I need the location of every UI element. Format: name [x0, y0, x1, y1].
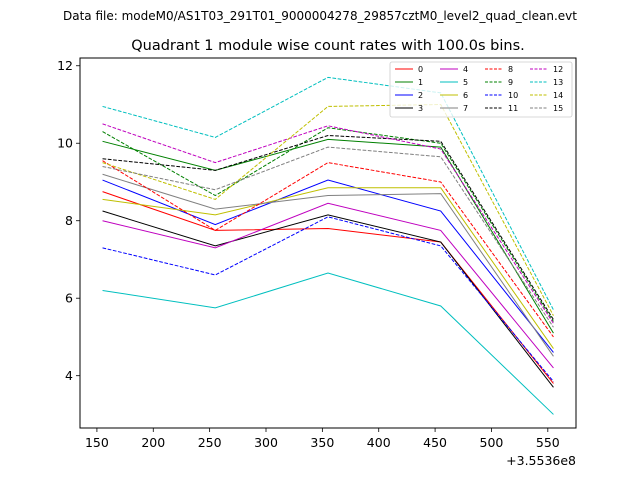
- x-tick-label: 200: [141, 435, 165, 450]
- x-tick-label: 550: [536, 435, 560, 450]
- y-tick-label: 10: [57, 136, 73, 151]
- y-tick-label: 12: [57, 58, 73, 73]
- y-tick-label: 8: [65, 213, 73, 228]
- x-tick-label: 450: [423, 435, 447, 450]
- x-tick-label: 500: [480, 435, 504, 450]
- series-line-10: [102, 216, 554, 382]
- legend-label-4: 4: [463, 65, 468, 74]
- plot-area-frame: [79, 57, 577, 429]
- legend-label-13: 13: [553, 78, 563, 87]
- series-line-8: [102, 160, 554, 338]
- y-axis: 4 6 8 10 12: [57, 58, 80, 383]
- x-tick-label: 350: [310, 435, 334, 450]
- series-line-0: [102, 191, 554, 384]
- legend-label-9: 9: [508, 78, 513, 87]
- legend-label-12: 12: [553, 65, 563, 74]
- legend-label-3: 3: [418, 104, 423, 113]
- legend-label-10: 10: [508, 91, 518, 100]
- y-tick-label: 4: [65, 368, 73, 383]
- series-line-9: [102, 127, 554, 322]
- series-line-14: [102, 103, 554, 316]
- legend-label-11: 11: [508, 104, 518, 113]
- series-line-4: [102, 202, 554, 369]
- legend-label-8: 8: [508, 65, 513, 74]
- legend-label-14: 14: [553, 91, 563, 100]
- legend-label-1: 1: [418, 78, 423, 87]
- series-line-3: [102, 210, 554, 388]
- legend-label-7: 7: [463, 104, 468, 113]
- x-tick-label: 400: [367, 435, 391, 450]
- legend-label-0: 0: [418, 65, 423, 74]
- x-tick-label: 250: [198, 435, 222, 450]
- legend-label-15: 15: [553, 104, 563, 113]
- series-layer: [102, 76, 554, 415]
- series-line-6: [102, 187, 554, 349]
- chart-title: Quadrant 1 module wise count rates with …: [131, 38, 525, 54]
- y-tick-label: 6: [65, 291, 73, 306]
- x-tick-label: 150: [85, 435, 109, 450]
- series-line-13: [102, 76, 554, 311]
- series-line-7: [102, 173, 554, 357]
- legend-box: [389, 61, 573, 118]
- series-line-15: [102, 146, 554, 328]
- x-axis: 150 200 250 300 350 400 450 500 550: [85, 428, 560, 450]
- series-line-5: [102, 272, 554, 415]
- figure-suptitle: Data file: modeM0/AS1T03_291T01_90000042…: [63, 9, 577, 23]
- series-line-1: [102, 138, 554, 334]
- legend-label-6: 6: [463, 91, 468, 100]
- legend-label-2: 2: [418, 91, 423, 100]
- legend-label-5: 5: [463, 78, 468, 87]
- series-line-11: [102, 134, 554, 320]
- series-line-2: [102, 179, 554, 353]
- series-line-12: [102, 123, 554, 324]
- x-axis-offset-label: +3.5536e8: [506, 453, 576, 468]
- x-tick-label: 300: [254, 435, 278, 450]
